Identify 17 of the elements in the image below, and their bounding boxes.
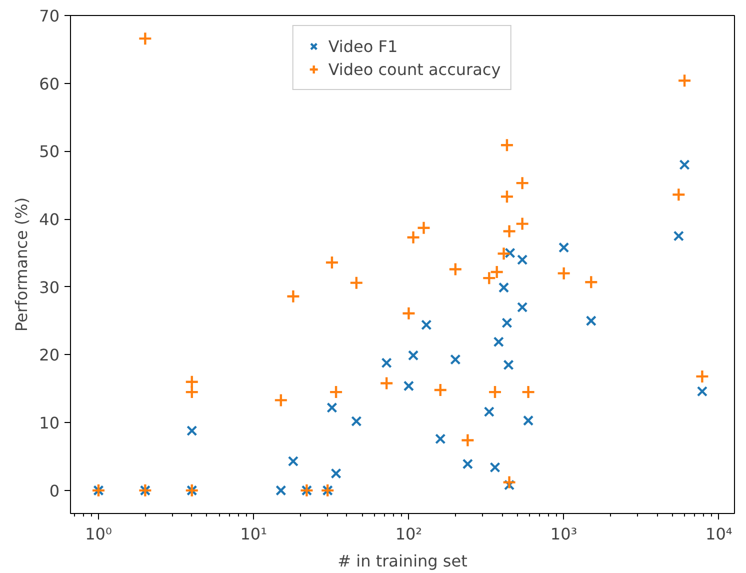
x-tick-label: 10¹ <box>240 524 267 544</box>
x-axis-title: # in training set <box>338 552 468 570</box>
x-tick-label: 10³ <box>550 524 578 544</box>
x-tick-label: 10⁴ <box>706 524 732 544</box>
legend-label: Video count accuracy <box>328 60 501 78</box>
legend-label: Video F1 <box>328 36 398 56</box>
y-tick-label: 40 <box>39 210 60 230</box>
y-tick-label: 50 <box>39 142 60 162</box>
y-tick-label: 20 <box>39 346 60 365</box>
y-tick-label: 70 <box>39 6 60 26</box>
x-tick-label: 10² <box>395 524 422 544</box>
y-tick-label: 60 <box>39 74 60 94</box>
y-tick-label: 10 <box>39 414 60 433</box>
y-axis-title: Performance (%) <box>12 197 32 332</box>
x-tick-label: 10⁰ <box>85 524 112 544</box>
y-tick-label: 30 <box>39 278 60 297</box>
y-tick-label: 0 <box>49 481 60 500</box>
